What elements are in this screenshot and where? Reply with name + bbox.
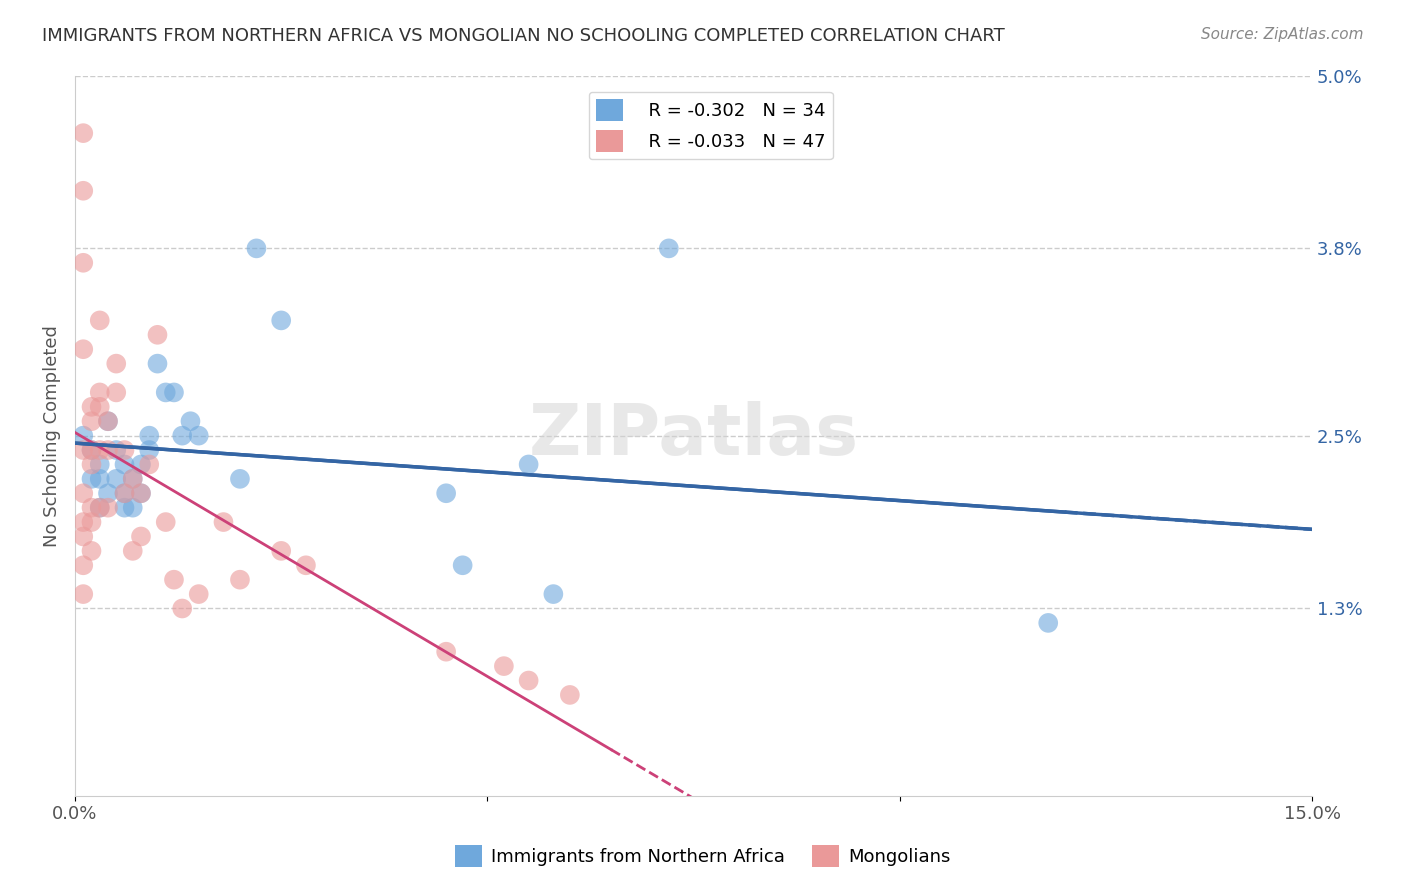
Point: [80, 443, 103, 458]
Point: [72, 587, 94, 601]
Text: Source: ZipAtlas.com: Source: ZipAtlas.com: [1201, 27, 1364, 42]
Point: [163, 573, 186, 587]
Point: [114, 500, 136, 515]
Point: [80, 414, 103, 428]
Point: [129, 458, 152, 472]
Point: [80, 515, 103, 529]
Point: [212, 515, 235, 529]
Point: [451, 558, 474, 573]
Legend: Immigrants from Northern Africa, Mongolians: Immigrants from Northern Africa, Mongoli…: [449, 838, 957, 874]
Point: [105, 385, 128, 400]
Point: [245, 241, 267, 255]
Point: [80, 458, 103, 472]
Point: [72, 184, 94, 198]
Point: [163, 385, 186, 400]
Point: [89, 472, 111, 486]
Point: [146, 357, 169, 371]
Point: [89, 385, 111, 400]
Point: [114, 443, 136, 458]
Point: [72, 529, 94, 543]
Point: [72, 342, 94, 356]
Point: [72, 126, 94, 140]
Point: [105, 357, 128, 371]
Point: [1038, 615, 1060, 630]
Point: [138, 458, 160, 472]
Point: [72, 256, 94, 270]
Point: [114, 486, 136, 500]
Point: [517, 458, 540, 472]
Point: [121, 472, 143, 486]
Point: [155, 515, 177, 529]
Point: [229, 472, 252, 486]
Point: [121, 500, 143, 515]
Point: [558, 688, 581, 702]
Point: [80, 544, 103, 558]
Point: [72, 515, 94, 529]
Point: [172, 428, 194, 442]
Point: [114, 486, 136, 500]
Point: [179, 414, 201, 428]
Point: [138, 443, 160, 458]
Point: [129, 486, 152, 500]
Legend:   R = -0.302   N = 34,   R = -0.033   N = 47: R = -0.302 N = 34, R = -0.033 N = 47: [589, 92, 832, 160]
Text: IMMIGRANTS FROM NORTHERN AFRICA VS MONGOLIAN NO SCHOOLING COMPLETED CORRELATION : IMMIGRANTS FROM NORTHERN AFRICA VS MONGO…: [42, 27, 1005, 45]
Point: [89, 500, 111, 515]
Point: [270, 313, 292, 327]
Point: [129, 529, 152, 543]
Point: [187, 428, 209, 442]
Point: [89, 458, 111, 472]
Point: [89, 400, 111, 414]
Point: [80, 443, 103, 458]
Point: [121, 472, 143, 486]
Point: [80, 472, 103, 486]
Point: [172, 601, 194, 615]
Point: [543, 587, 565, 601]
Y-axis label: No Schooling Completed: No Schooling Completed: [44, 325, 60, 547]
Point: [89, 443, 111, 458]
Point: [105, 472, 128, 486]
Point: [434, 645, 457, 659]
Point: [121, 544, 143, 558]
Point: [187, 587, 209, 601]
Point: [270, 544, 292, 558]
Point: [72, 443, 94, 458]
Point: [97, 486, 120, 500]
Point: [72, 486, 94, 500]
Point: [97, 443, 120, 458]
Point: [658, 241, 681, 255]
Text: ZIPatlas: ZIPatlas: [529, 401, 859, 470]
Point: [105, 443, 128, 458]
Point: [114, 458, 136, 472]
Point: [517, 673, 540, 688]
Point: [129, 486, 152, 500]
Point: [138, 428, 160, 442]
Point: [80, 500, 103, 515]
Point: [72, 428, 94, 442]
Point: [72, 558, 94, 573]
Point: [97, 500, 120, 515]
Point: [229, 573, 252, 587]
Point: [295, 558, 318, 573]
Point: [492, 659, 515, 673]
Point: [89, 500, 111, 515]
Point: [434, 486, 457, 500]
Point: [89, 313, 111, 327]
Point: [155, 385, 177, 400]
Point: [97, 414, 120, 428]
Point: [146, 327, 169, 342]
Point: [80, 400, 103, 414]
Point: [97, 414, 120, 428]
